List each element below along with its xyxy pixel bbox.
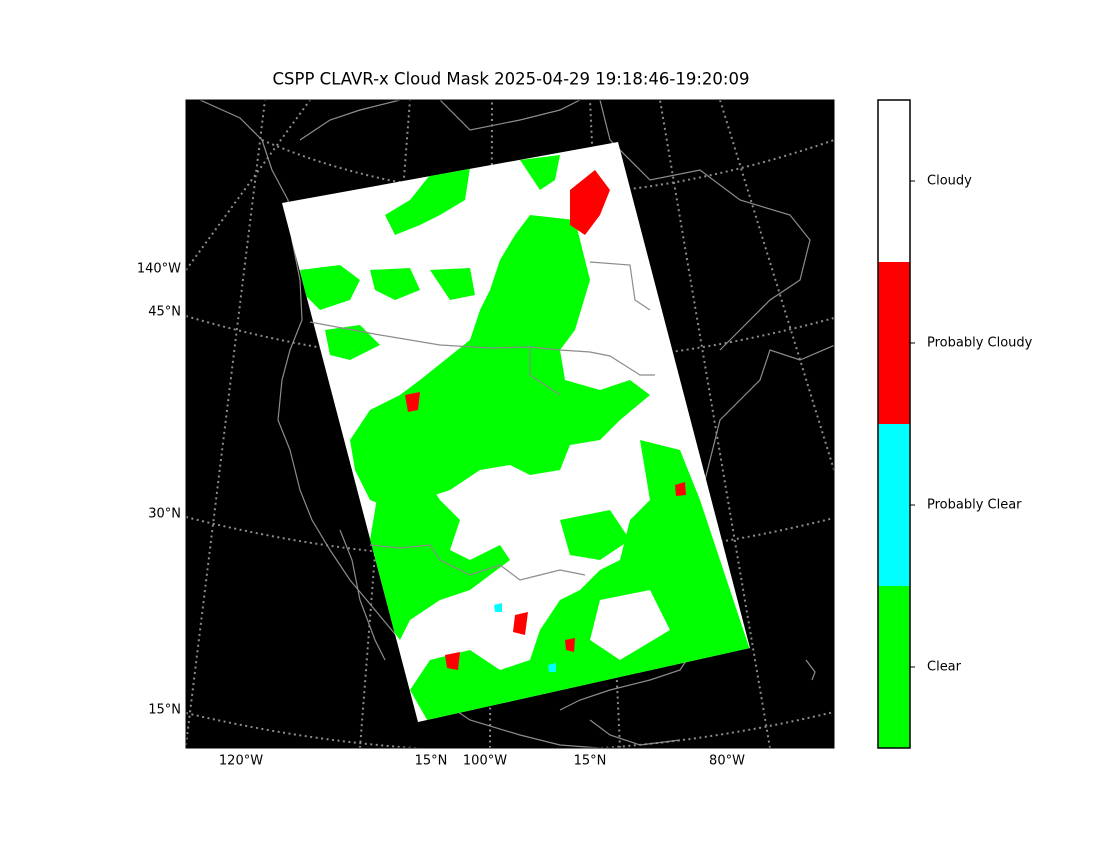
colorbar-segment — [878, 586, 910, 748]
map-edge-label: 15°N — [574, 754, 607, 769]
left-labels: 140°W 45°N 30°N 15°N — [137, 262, 181, 718]
map-edge-label: 15°N — [148, 703, 181, 718]
map-edge-label: 120°W — [219, 754, 263, 769]
map-edge-label: 80°W — [709, 754, 745, 769]
colorbar: Clear Probably Clear Probably Cloudy Cloudy — [877, 99, 1033, 749]
map-frame — [185, 99, 835, 749]
colorbar-label: Cloudy — [927, 174, 972, 189]
map-edge-label: 45°N — [148, 305, 181, 320]
borders — [309, 261, 655, 581]
map-edge-label: 100°W — [463, 754, 507, 769]
map — [186, 100, 834, 748]
colorbar-segment — [878, 424, 910, 586]
colorbar-label: Probably Clear — [927, 498, 1022, 513]
colorbar-segment — [878, 262, 910, 424]
colorbar-label: Probably Cloudy — [927, 336, 1033, 351]
map-edge-label: 140°W — [137, 262, 181, 277]
title: CSPP CLAVR-x Cloud Mask 2025-04-29 19:18… — [273, 70, 750, 89]
map-edge-label: 30°N — [148, 507, 181, 522]
bottom-labels: 120°W 15°N 100°W 15°N 80°W — [219, 754, 745, 769]
colorbar-label: Clear — [927, 660, 962, 675]
colorbar-segment — [878, 100, 910, 262]
colorbar-frame — [877, 99, 911, 749]
map-edge-label: 15°N — [415, 754, 448, 769]
